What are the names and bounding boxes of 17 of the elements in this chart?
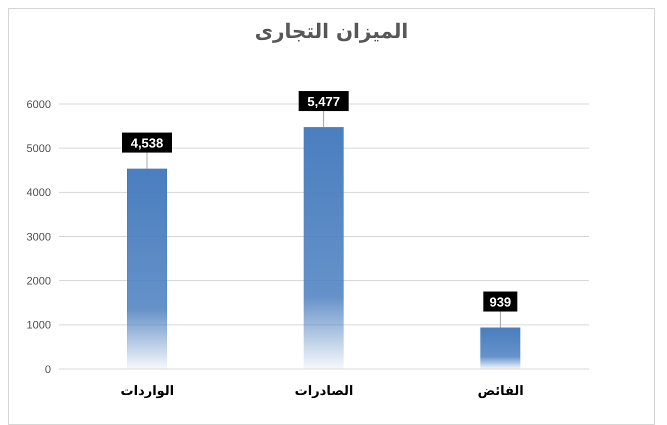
x-tick-label: الواردات	[120, 384, 174, 399]
y-tick-label: 1000	[26, 320, 51, 332]
data-label: 4,538	[130, 136, 164, 151]
chart-title: الميزان التجارى	[254, 19, 410, 43]
bar	[304, 127, 344, 369]
x-tick-label: الفائض	[478, 384, 524, 399]
y-tick-label: 3000	[26, 231, 51, 244]
y-tick-label: 6000	[26, 98, 51, 111]
bar	[480, 328, 520, 369]
x-tick-label: الصادرات	[294, 384, 354, 399]
data-label: 5,477	[307, 94, 340, 110]
y-tick-label: 2000	[26, 276, 51, 288]
y-tick-label: 5000	[26, 143, 51, 156]
data-label: 939	[489, 294, 512, 310]
y-tick-label: 4000	[26, 187, 51, 200]
y-tick-label: 0	[44, 364, 51, 376]
bar	[127, 168, 167, 369]
